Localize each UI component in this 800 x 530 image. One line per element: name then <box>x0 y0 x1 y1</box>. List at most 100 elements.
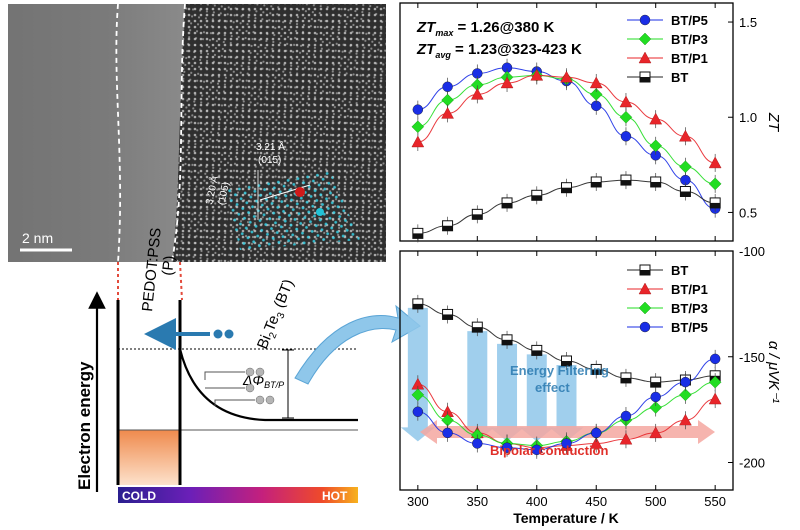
data-point <box>650 391 661 403</box>
data-point-half <box>442 314 453 320</box>
legend: BT/P5 BT/P3 BT/P1 BT <box>627 13 708 85</box>
data-point <box>560 70 573 83</box>
legend-marker <box>638 32 652 46</box>
legend-item: BT/P1 <box>627 51 708 66</box>
d-spacing-1: 3.21 Å <box>256 140 285 153</box>
data-point <box>620 174 632 186</box>
bt-layer-label: Bi2Te3 (BT) <box>254 277 300 353</box>
legend: BT BT/P1 BT/P3 BT/P5 <box>627 263 708 335</box>
legend-marker <box>639 71 651 83</box>
x-tick-label: 550 <box>704 494 726 509</box>
legend-label: BT/P3 <box>671 32 708 47</box>
x-tick-label: 400 <box>526 494 548 509</box>
filtering-arrow <box>460 331 495 442</box>
data-point <box>412 104 424 115</box>
legend-marker <box>638 282 652 295</box>
data-point <box>441 93 454 107</box>
data-point <box>442 81 453 92</box>
y-tick-label: -100 <box>739 244 765 259</box>
data-point <box>708 375 722 389</box>
seebeck-y-axis-label: α / μVK⁻¹ <box>765 341 782 403</box>
seebeck-plot-frame <box>399 250 734 491</box>
zt-plot-frame <box>399 2 734 242</box>
data-point-half <box>591 181 602 187</box>
data-point <box>591 427 602 439</box>
legend-marker-half <box>640 77 650 82</box>
zt-max-annotation: ZTmax = 1.26@380 K <box>416 19 554 38</box>
chart-panel-seebeck: 300 350 400 450 500 550 -100 -150 -200 BT BT/P1 BT/… <box>407 244 765 509</box>
data-point <box>619 432 633 445</box>
energy-filtering-arrows <box>400 307 584 442</box>
pedot-short-label: (P) <box>159 255 178 277</box>
data-point <box>619 110 633 124</box>
data-point-half <box>472 214 483 220</box>
data-point-half <box>591 369 602 375</box>
legend-marker <box>639 14 651 26</box>
series-bt <box>412 171 721 243</box>
legend-marker-half <box>640 270 650 275</box>
data-point <box>619 95 633 108</box>
data-point <box>649 426 663 439</box>
data-point-half <box>561 187 572 193</box>
data-point-half <box>620 180 631 186</box>
x-axis-label: Temperature / K <box>513 510 619 526</box>
legend-label: BT/P1 <box>671 51 708 66</box>
x-tick-label: 350 <box>466 494 488 509</box>
scale-bar-label: 2 nm <box>22 230 53 246</box>
data-point-half <box>442 225 453 231</box>
cold-label: COLD <box>122 489 156 503</box>
data-point <box>620 372 632 384</box>
data-point-half <box>531 350 542 356</box>
data-point <box>679 129 692 142</box>
legend-marker <box>638 51 652 64</box>
data-point <box>679 413 692 426</box>
data-point <box>650 176 662 188</box>
data-point <box>590 363 602 375</box>
data-point <box>589 76 603 89</box>
data-point <box>708 392 722 405</box>
bipolar-label: Bipolar conduction <box>490 443 609 458</box>
data-point-half <box>412 233 423 239</box>
data-point-half <box>650 181 661 187</box>
data-point <box>470 87 484 100</box>
data-point <box>589 88 603 101</box>
data-point <box>561 182 572 194</box>
data-point <box>679 388 692 402</box>
data-point <box>500 76 514 89</box>
data-point-half <box>680 191 691 197</box>
y-tick-label: -200 <box>739 456 765 471</box>
electron-icon <box>224 329 234 339</box>
conduction-band <box>178 348 358 422</box>
y-tick-label: 1.5 <box>739 15 757 30</box>
legend-label: BT/P5 <box>671 320 708 335</box>
legend-item: BT/P3 <box>627 32 708 47</box>
data-point <box>679 185 691 197</box>
data-point <box>501 442 513 453</box>
series-bt-p1 <box>411 66 722 172</box>
data-point <box>620 131 632 142</box>
legend-item: BT <box>627 70 688 85</box>
legend-item: BT/P5 <box>627 13 708 28</box>
legend-label: BT/P5 <box>671 13 708 28</box>
data-point <box>412 406 424 417</box>
data-point <box>442 308 454 320</box>
data-point <box>412 227 424 239</box>
temperature-gradient-bar <box>118 487 358 503</box>
data-point <box>589 437 603 449</box>
data-point-half <box>502 202 513 208</box>
pedot-valence-fill <box>118 430 180 485</box>
data-point <box>708 177 722 191</box>
energy-filtering-label: Energy Filtering <box>510 363 609 378</box>
data-point <box>679 160 692 174</box>
data-point <box>472 438 483 449</box>
y-tick-label: -150 <box>739 350 765 365</box>
data-point <box>649 112 663 125</box>
legend-label: BT/P3 <box>671 301 708 316</box>
electron-icon <box>213 329 223 339</box>
zt-y-axis-label: ZT <box>765 112 782 133</box>
legend-label: BT/P1 <box>671 282 708 297</box>
data-point <box>650 376 662 388</box>
legend-item: BT/P5 <box>627 320 708 335</box>
data-point <box>501 197 513 209</box>
